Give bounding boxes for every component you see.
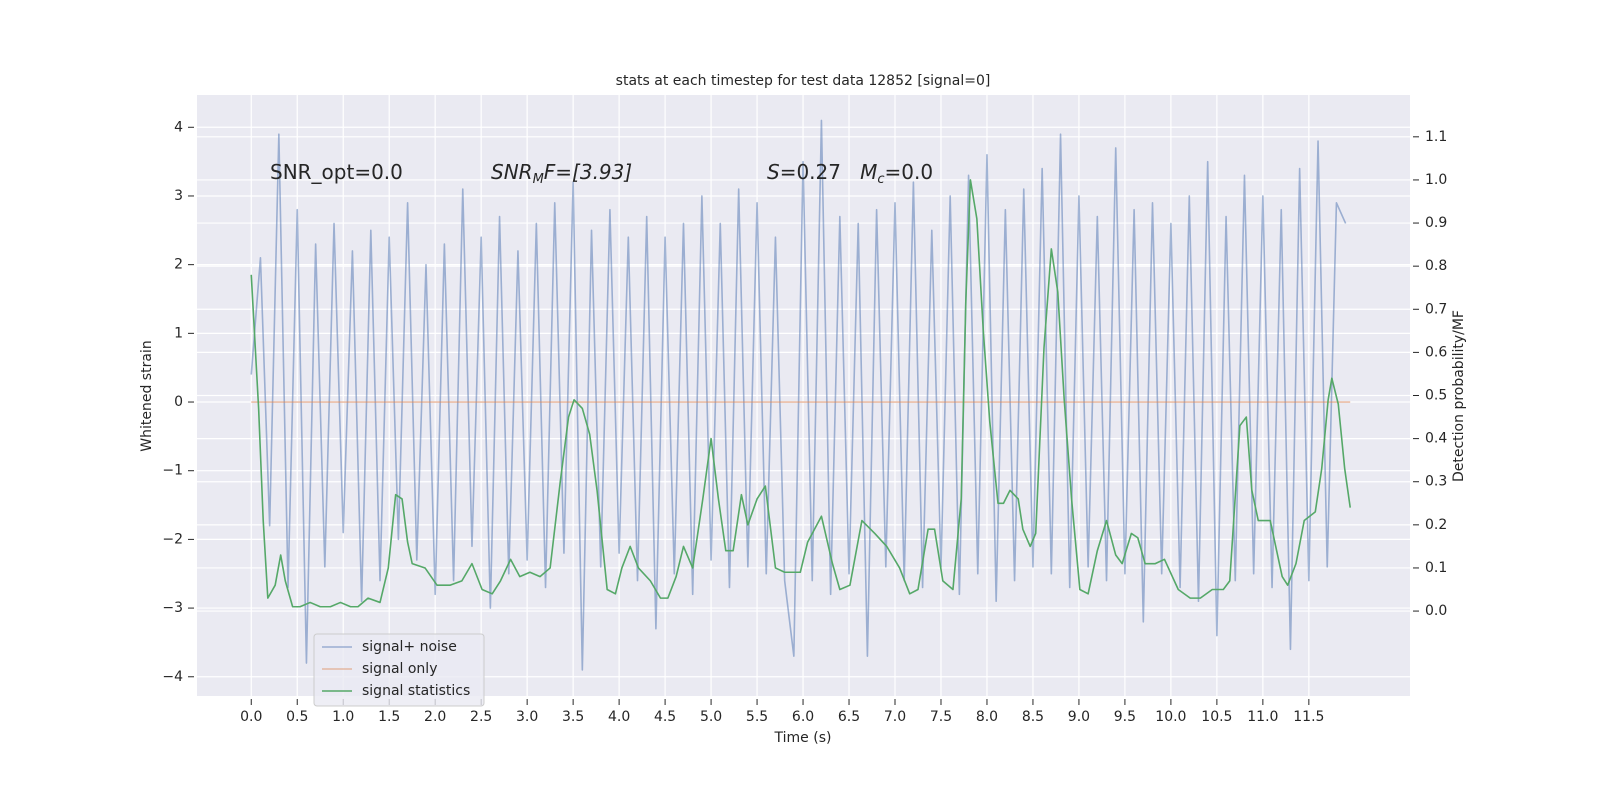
annotation-subscript: M [533, 172, 544, 187]
y2-axis-label: Detection probability/MF [1451, 310, 1467, 482]
y-tick-label: −1 [162, 463, 183, 479]
y-tick-label: −3 [162, 600, 183, 616]
x-tick-label: 1.0 [332, 709, 354, 725]
annotation-text: SNR [491, 160, 533, 184]
y-tick-label: 1 [174, 325, 183, 341]
x-tick-label: 9.5 [1114, 709, 1136, 725]
x-tick-label: 11.5 [1293, 709, 1324, 725]
y2-tick-label: 0.0 [1425, 603, 1447, 619]
x-tick-label: 10.5 [1201, 709, 1232, 725]
chart-title: stats at each timestep for test data 128… [616, 73, 991, 89]
legend-box [313, 633, 485, 707]
x-tick-label: 4.0 [608, 709, 630, 725]
y2-tick-label: 1.0 [1425, 172, 1447, 188]
y-tick-label: 2 [174, 257, 183, 273]
annotation-text: S [767, 160, 780, 184]
y2-tick-label: 0.4 [1425, 431, 1447, 447]
legend-label: signal statistics [362, 683, 470, 699]
x-tick-label: 7.5 [930, 709, 952, 725]
y2-tick-label: 0.6 [1425, 344, 1447, 360]
x-tick-label: 6.5 [838, 709, 860, 725]
annotation-text: M [860, 160, 877, 184]
y2-tick-label: 0.7 [1425, 301, 1447, 317]
x-tick-label: 2.5 [470, 709, 492, 725]
x-tick-label: 2.0 [424, 709, 446, 725]
x-axis-label: Time (s) [774, 730, 832, 746]
data-layer [250, 119, 1352, 671]
x-tick-label: 0.0 [240, 709, 262, 725]
x-tick-label: 0.5 [286, 709, 308, 725]
y-tick-label: 0 [174, 394, 183, 410]
x-tick-label: 6.0 [792, 709, 814, 725]
x-tick-label: 4.5 [654, 709, 676, 725]
x-tick-label: 10.0 [1155, 709, 1186, 725]
y-axis-label: Whitened strain [139, 340, 155, 451]
legend: signal+ noise signal only signal statistic… [313, 633, 485, 707]
annotation: SNR_opt=0.0 [270, 160, 403, 184]
y-tick-label: 4 [174, 119, 183, 135]
y2-tick-label: 0.2 [1425, 517, 1447, 533]
annotation: SNRMF=[3.93] [491, 160, 632, 187]
y-tick-label: −4 [162, 669, 183, 685]
annotation-subscript: c [877, 172, 884, 187]
x-tick-label: 3.5 [562, 709, 584, 725]
x-tick-label: 9.0 [1068, 709, 1090, 725]
x-tick-label: 8.5 [1022, 709, 1044, 725]
x-tick-label: 5.0 [700, 709, 722, 725]
y2-tick-label: 0.3 [1425, 474, 1447, 490]
legend-label: signal only [362, 661, 437, 677]
y2-tick-label: 0.9 [1425, 215, 1447, 231]
annotation: S=0.27 Mc=0.0 [767, 160, 933, 187]
y-tick-label: −2 [162, 531, 183, 547]
y-tick-label: 3 [174, 188, 183, 204]
x-tick-label: 3.0 [516, 709, 538, 725]
x-tick-label: 1.5 [378, 709, 400, 725]
y2-tick-label: 1.1 [1425, 129, 1447, 145]
annotation-text: =0.0 [885, 160, 934, 184]
y2-tick-label: 0.1 [1425, 560, 1447, 576]
annotation-text: SNR_opt=0.0 [270, 160, 403, 184]
series-line [250, 119, 1347, 671]
axes: 0.0 0.5 1.0 1.5 2.0 2.5 3.0 3.5 4.0 4.5 5.0 5.5 6.0 6… [162, 119, 1447, 725]
legend-label: signal+ noise [362, 639, 457, 655]
y2-tick-label: 0.5 [1425, 388, 1447, 404]
series-line [250, 179, 1352, 608]
x-tick-label: 11.0 [1247, 709, 1278, 725]
annotation-text: F=[3.93] [544, 160, 632, 184]
x-tick-label: 5.5 [746, 709, 768, 725]
x-tick-label: 8.0 [976, 709, 998, 725]
annotation-text: =0.27 [780, 160, 860, 184]
y2-tick-label: 0.8 [1425, 258, 1447, 274]
x-tick-label: 7.0 [884, 709, 906, 725]
